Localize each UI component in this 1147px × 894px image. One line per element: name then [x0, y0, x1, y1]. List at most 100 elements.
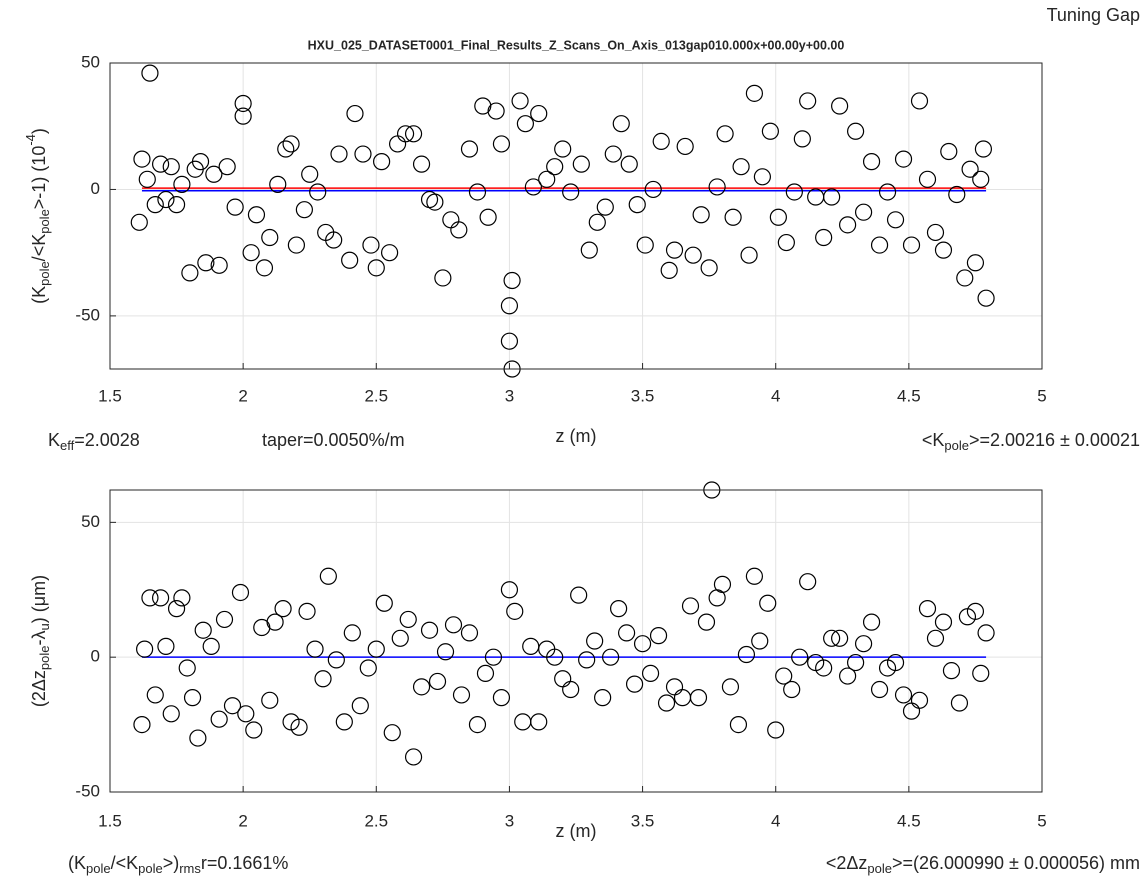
text-segment: ) (μm): [29, 575, 49, 623]
text-segment: <2Δz: [826, 853, 868, 873]
x-tick-label: 2.5: [364, 386, 388, 405]
marker: [716, 125, 734, 143]
marker: [839, 216, 857, 234]
marker: [404, 748, 423, 766]
marker: [878, 183, 897, 201]
y-tick-label: -50: [75, 305, 100, 324]
marker: [793, 130, 811, 148]
marker: [391, 629, 409, 647]
marker: [362, 236, 380, 254]
axes-frame: [109, 62, 1043, 370]
marker: [681, 597, 700, 615]
marker: [444, 616, 463, 634]
marker: [737, 645, 756, 664]
marker: [862, 153, 881, 171]
marker: [503, 271, 521, 290]
annotation: taper=0.0050%/m: [262, 430, 405, 450]
text-segment: taper=0.0050%/m: [262, 430, 405, 450]
marker: [815, 228, 833, 247]
marker: [234, 94, 252, 113]
annotation: (Kpole/<Kpole>)rmsr=0.1661%: [68, 853, 288, 877]
marker: [194, 621, 212, 639]
marker: [562, 183, 580, 201]
marker: [183, 689, 202, 707]
annotation: <Kpole>=2.00216 ± 0.00021: [922, 430, 1140, 454]
marker: [729, 715, 748, 734]
marker: [359, 659, 377, 677]
marker: [660, 261, 678, 279]
marker: [617, 624, 636, 642]
x-tick-label: 3.5: [631, 811, 655, 830]
marker: [205, 165, 223, 183]
marker: [649, 627, 668, 645]
text-segment: pole: [867, 861, 892, 876]
marker: [133, 150, 151, 168]
marker: [245, 721, 263, 739]
marker: [335, 713, 353, 731]
marker: [327, 651, 345, 669]
marker: [823, 629, 841, 647]
marker: [886, 211, 905, 229]
marker: [972, 170, 990, 188]
marker: [934, 241, 953, 259]
marker: [383, 724, 401, 742]
marker: [191, 153, 210, 171]
marker: [476, 664, 495, 682]
marker: [546, 158, 564, 176]
marker: [562, 680, 580, 699]
marker: [428, 672, 447, 691]
figure-title: Tuning Gap: [1047, 5, 1140, 25]
text-segment: -4: [23, 134, 38, 146]
x-axis-label: z (m): [556, 821, 597, 841]
marker: [226, 198, 244, 216]
marker: [546, 648, 564, 666]
text-segment: /<K: [111, 853, 139, 873]
y-tick-label: -50: [75, 781, 100, 800]
marker: [974, 140, 993, 158]
marker: [684, 246, 702, 264]
marker: [210, 710, 228, 728]
marker: [578, 651, 596, 669]
marker: [652, 132, 670, 150]
marker: [761, 122, 779, 140]
marker: [141, 64, 159, 82]
marker: [282, 135, 300, 153]
marker: [753, 168, 772, 186]
marker: [479, 208, 497, 226]
marker: [197, 254, 215, 272]
marker: [697, 613, 716, 631]
marker: [862, 613, 881, 631]
marker: [724, 208, 742, 226]
marker: [769, 208, 787, 226]
marker: [732, 158, 750, 176]
marker: [287, 236, 305, 254]
text-segment: pole: [86, 861, 111, 876]
marker: [354, 145, 372, 163]
marker: [767, 721, 785, 739]
x-tick-label: 2: [238, 386, 247, 405]
marker: [580, 241, 598, 259]
marker: [319, 567, 337, 585]
x-tick-label: 5: [1037, 811, 1046, 830]
axes-frame: [109, 489, 1043, 793]
marker: [956, 269, 974, 287]
text-segment: =2.0028: [74, 430, 140, 450]
marker: [586, 632, 604, 650]
text-segment: >): [163, 853, 180, 873]
marker: [977, 624, 995, 642]
y-tick-label: 50: [81, 512, 100, 531]
marker: [799, 92, 817, 110]
marker: [721, 678, 740, 696]
marker: [434, 269, 452, 287]
marker: [306, 640, 324, 658]
marker: [934, 613, 953, 631]
text-segment: pole: [37, 261, 52, 286]
marker: [500, 581, 519, 599]
marker: [966, 602, 985, 620]
marker: [713, 575, 732, 593]
marker: [181, 264, 199, 282]
marker: [596, 198, 614, 216]
marker: [309, 183, 327, 201]
marker: [492, 135, 511, 153]
